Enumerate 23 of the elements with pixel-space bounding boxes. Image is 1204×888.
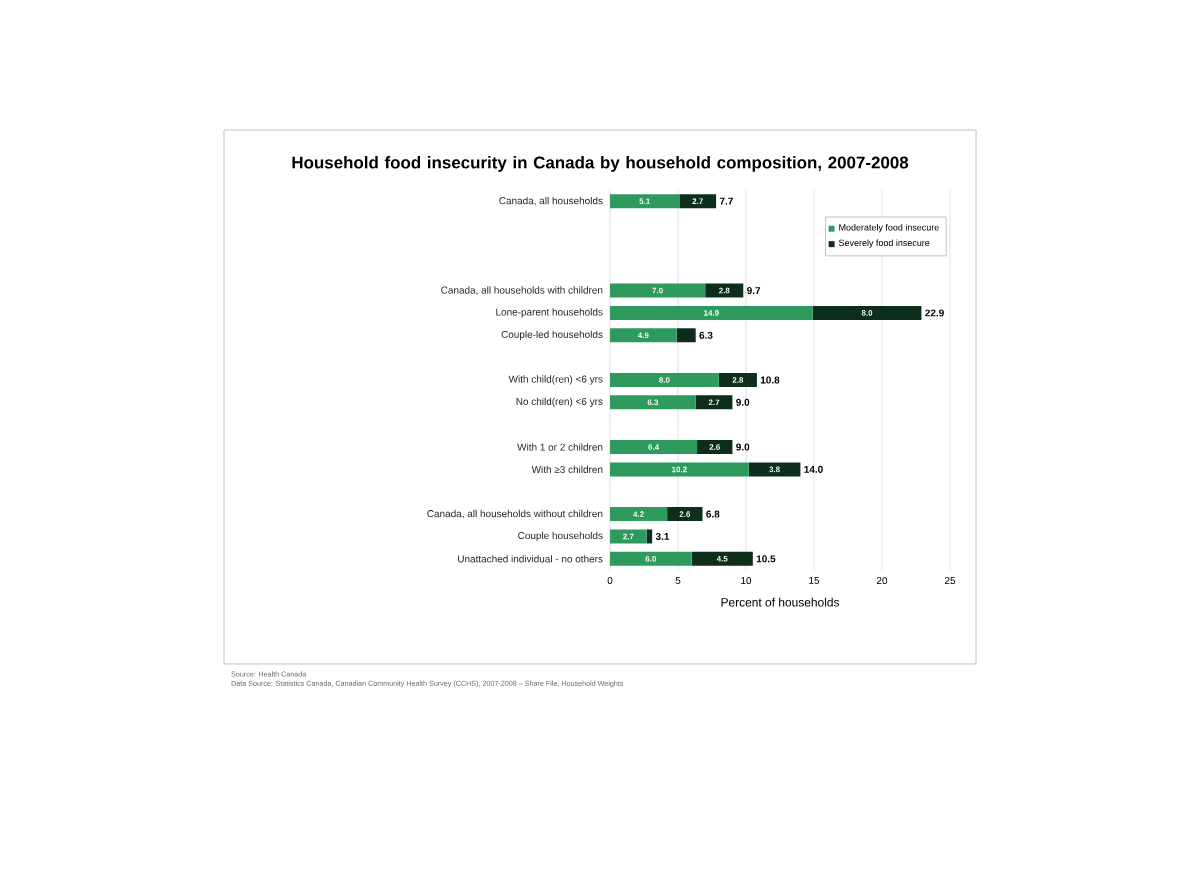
bar	[610, 507, 668, 522]
bar	[610, 305, 813, 320]
bar	[676, 328, 696, 343]
bar	[812, 305, 922, 320]
bar	[646, 529, 653, 544]
bar	[705, 283, 744, 298]
bar	[610, 529, 647, 544]
bar	[697, 440, 733, 455]
bar	[695, 395, 733, 410]
bar	[610, 372, 719, 387]
bar	[667, 507, 703, 522]
bar	[610, 462, 749, 477]
bar	[610, 283, 706, 298]
bar	[748, 462, 801, 477]
bar	[610, 440, 698, 455]
chart-title: Household food insecurity in Canada by household composition, 2007-2008	[292, 156, 909, 172]
bar	[610, 551, 692, 566]
bar	[610, 395, 696, 410]
bar	[610, 328, 677, 343]
bar	[691, 551, 753, 566]
bar	[718, 372, 757, 387]
bar	[679, 194, 717, 209]
bar	[610, 194, 680, 209]
